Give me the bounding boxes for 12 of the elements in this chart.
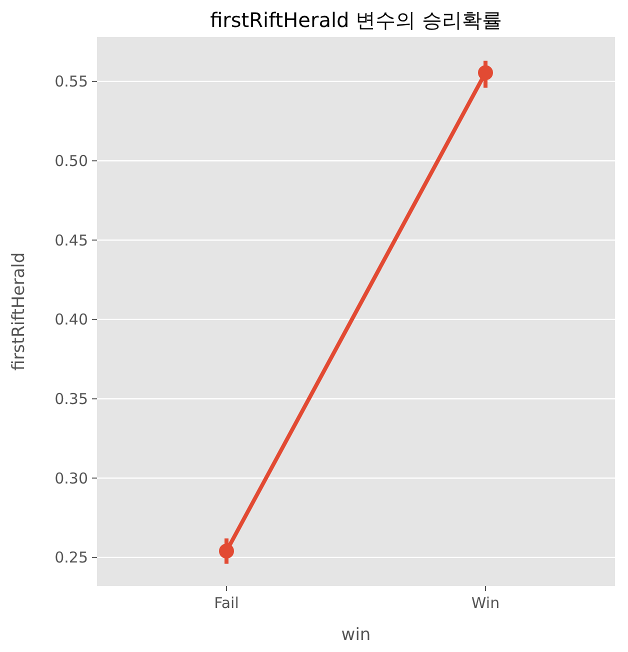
- y-axis-title: firstRiftHerald: [9, 252, 29, 371]
- y-tick-label: 0.40: [54, 310, 88, 329]
- y-tick-label: 0.35: [54, 390, 88, 408]
- y-tick-label: 0.55: [54, 72, 88, 91]
- x-tick-label: Fail: [214, 594, 239, 612]
- y-tick-label: 0.50: [54, 152, 88, 170]
- x-axis-title: win: [341, 625, 371, 645]
- y-tick-label: 0.25: [54, 548, 88, 567]
- y-tick-label: 0.30: [54, 469, 88, 488]
- x-tick-label: Win: [471, 594, 500, 612]
- y-tick-label: 0.45: [54, 231, 88, 250]
- chart-title: firstRiftHerald 변수의 승리확률: [210, 8, 502, 32]
